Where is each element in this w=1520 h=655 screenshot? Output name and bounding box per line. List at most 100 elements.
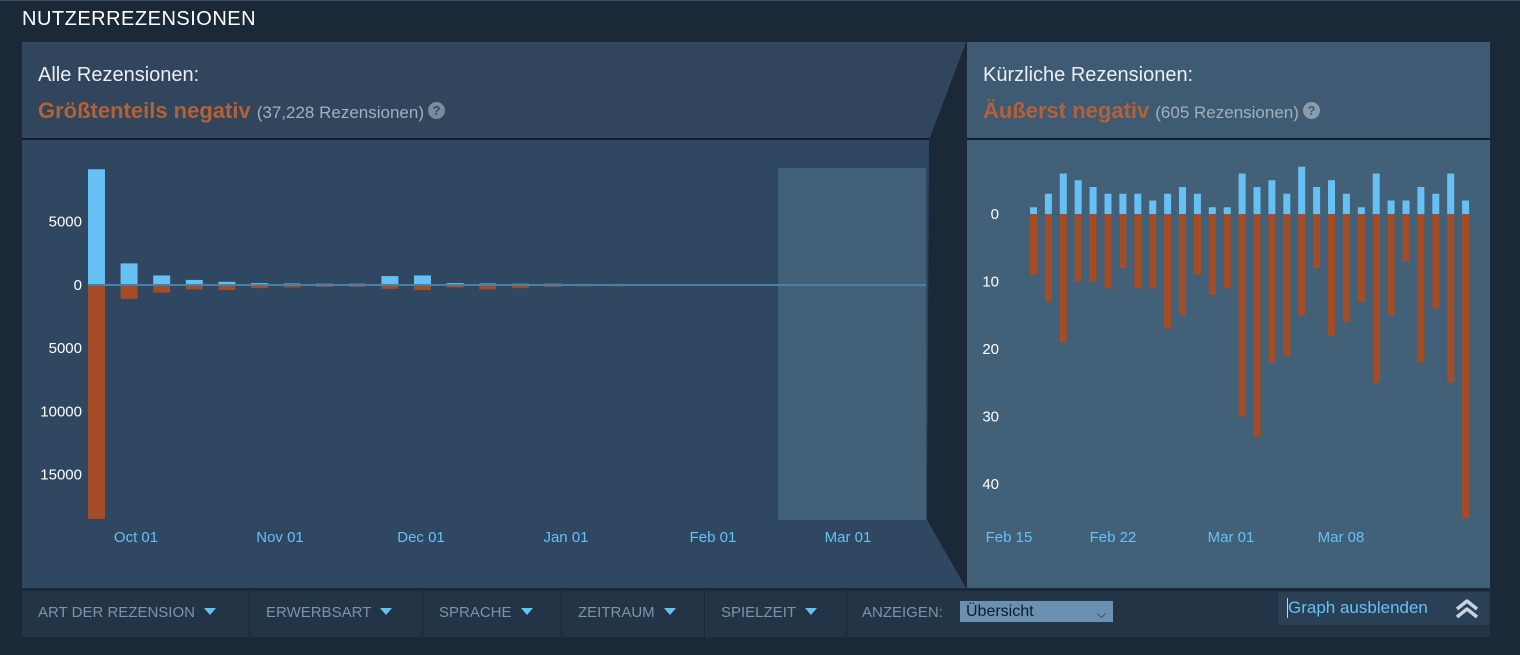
negative-bar [511, 285, 529, 289]
negative-bar [1387, 214, 1395, 316]
negative-bar [1328, 214, 1335, 336]
negative-bar [1119, 214, 1127, 268]
negative-bar [1059, 214, 1067, 343]
filter-label: ERWERBSART [266, 604, 372, 621]
positive-bar [1074, 180, 1082, 214]
x-tick-label: Feb 01 [690, 529, 737, 546]
reviews-graph-panel: Alle Rezensionen: Größtenteils negativ (3… [22, 42, 1490, 588]
negative-bar [1417, 214, 1425, 363]
recent-reviews-header: Kürzliche Rezensionen: Äußerst negativ (6… [967, 42, 1490, 140]
filter-label: ART DER REZENSION [38, 604, 195, 621]
positive-bar [1104, 193, 1112, 214]
positive-bar [1372, 173, 1380, 214]
recent-reviews-count: (605 Rezensionen) [1155, 103, 1299, 122]
y-tick-label: 5000 [49, 340, 82, 357]
negative-bar [1313, 214, 1321, 268]
y-tick-label: 10000 [40, 403, 82, 420]
all-reviews-summary[interactable]: Größtenteils negativ [38, 98, 251, 123]
positive-bar [1253, 187, 1261, 214]
filter-review-type[interactable]: ART DER REZENSION [22, 591, 250, 637]
filter-language[interactable]: SPRACHE [423, 591, 562, 637]
show-label: ANZEIGEN: [862, 604, 943, 621]
positive-bar [153, 275, 171, 285]
filter-label: SPRACHE [439, 604, 512, 621]
negative-bar [1253, 214, 1261, 437]
help-icon[interactable]: ? [1302, 102, 1320, 119]
negative-bar [1193, 214, 1201, 275]
all-reviews-chart[interactable]: 5000 0 5000 10000 15000 Oct 01 Nov 01 Dec 01 Jan… [22, 138, 966, 588]
all-reviews-header: Alle Rezensionen: Größtenteils negativ (3… [22, 42, 966, 140]
filter-bar: ART DER REZENSION ERWERBSART SPRACHE ZEI… [22, 591, 1490, 637]
recent-reviews-summary-line: Äußerst negativ (605 Rezensionen)? [983, 98, 1320, 124]
text-cursor [1287, 598, 1288, 618]
positive-bar [1417, 187, 1425, 214]
caret-down-icon [663, 608, 676, 615]
top-divider [0, 0, 1520, 1]
positive-bar [1268, 180, 1276, 214]
negative-bar [1223, 214, 1231, 289]
positive-bar [1342, 193, 1350, 214]
negative-bar [1342, 214, 1350, 322]
negative-bar [1447, 214, 1455, 383]
y-tick-label: 40 [982, 476, 999, 493]
negative-bar [1164, 214, 1172, 329]
positive-bar [1179, 187, 1186, 214]
x-tick-label: Feb 22 [1090, 529, 1137, 546]
x-tick-label: Feb 15 [986, 529, 1033, 546]
positive-bar [1357, 207, 1365, 214]
positive-bar [1149, 200, 1157, 214]
filter-purchase-type[interactable]: ERWERBSART [250, 591, 423, 637]
positive-bar [1402, 200, 1410, 214]
negative-bar [1268, 214, 1276, 363]
negative-bar [1030, 214, 1037, 275]
y-tick-label: 30 [982, 409, 999, 426]
double-chevron-up-icon [1455, 599, 1479, 619]
recent-period-highlight [778, 168, 926, 520]
positive-bar [1298, 166, 1306, 214]
positive-bar [120, 263, 138, 285]
negative-bar [153, 285, 171, 293]
negative-bar [1074, 214, 1082, 282]
positive-bar [1030, 207, 1037, 214]
negative-bar [1462, 214, 1470, 518]
negative-bar [251, 285, 268, 289]
x-tick-label: Nov 01 [256, 529, 304, 546]
positive-bar [1119, 193, 1127, 214]
hide-graph-button[interactable]: Graph ausblenden [1278, 592, 1489, 625]
help-icon[interactable]: ? [428, 102, 445, 119]
negative-bar [1044, 214, 1052, 302]
show-select-value: Übersicht [966, 603, 1034, 620]
recent-reviews-summary[interactable]: Äußerst negativ [983, 98, 1150, 123]
negative-bar [1432, 214, 1440, 309]
recent-reviews-panel: Kürzliche Rezensionen: Äußerst negativ (6… [967, 42, 1490, 588]
x-tick-label: Mar 01 [1208, 529, 1255, 546]
positive-bar [185, 279, 203, 285]
filter-playtime[interactable]: SPIELZEIT [705, 591, 847, 637]
y-tick-label: 0 [991, 206, 999, 223]
recent-reviews-chart[interactable]: 0 10 20 30 40 Feb 15 Feb 22 Mar 01 Mar 08 [967, 138, 1490, 588]
negative-bar [1402, 214, 1410, 262]
negative-bar [1357, 214, 1365, 302]
negative-bar [1104, 214, 1112, 289]
positive-bar [1283, 193, 1291, 214]
negative-bar [479, 285, 497, 290]
positive-bar [1432, 193, 1440, 214]
negative-bar [1238, 214, 1246, 417]
positive-bar [1387, 200, 1395, 214]
caret-down-icon [203, 608, 216, 615]
all-reviews-count: (37,228 Rezensionen) [256, 103, 424, 122]
negative-bar [1134, 214, 1142, 289]
x-tick-label: Oct 01 [114, 529, 158, 546]
filter-date-range[interactable]: ZEITRAUM [562, 591, 705, 637]
y-tick-label: 5000 [49, 213, 82, 230]
positive-bar [1447, 173, 1455, 214]
show-select[interactable]: Übersicht ⌵ [959, 600, 1114, 623]
positive-bar [218, 281, 236, 285]
negative-bar [120, 285, 138, 299]
caret-down-icon [520, 608, 533, 615]
recent-reviews-title: Kürzliche Rezensionen: [983, 64, 1194, 86]
negative-bar [1208, 214, 1216, 295]
negative-bar [88, 285, 105, 519]
all-reviews-title: Alle Rezensionen: [38, 64, 200, 86]
positive-bar [88, 169, 105, 285]
